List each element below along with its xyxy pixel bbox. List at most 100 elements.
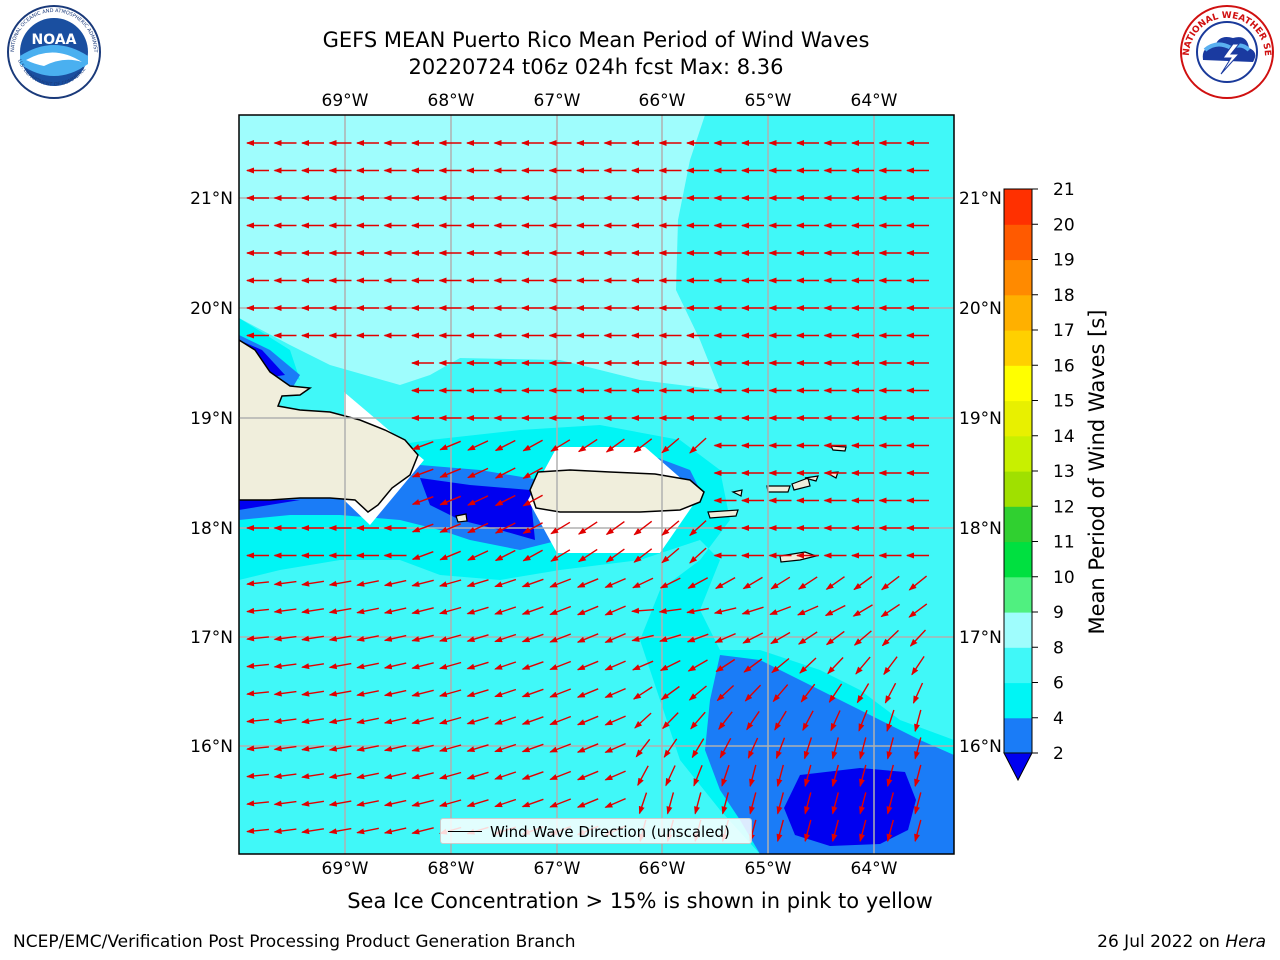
wind-arrow xyxy=(804,819,812,843)
lat-tick: 21°N xyxy=(959,189,1002,209)
wind-arrow xyxy=(776,792,784,815)
wind-arrow xyxy=(438,661,462,670)
wind-arrow xyxy=(884,682,897,704)
wind-arrow xyxy=(494,716,517,725)
wind-arrow xyxy=(438,689,462,697)
wind-arrow xyxy=(637,765,649,787)
wind-arrow xyxy=(301,718,325,725)
wind-arrow xyxy=(328,662,352,670)
wind-arrow xyxy=(771,657,790,674)
wind-arrow xyxy=(769,605,792,616)
wind-arrow xyxy=(356,662,379,670)
wind-arrow xyxy=(466,606,489,615)
wind-arrow xyxy=(273,690,297,697)
wind-arrow xyxy=(604,632,626,644)
wind-arrow xyxy=(273,773,297,779)
wind-arrow xyxy=(663,738,678,758)
colorbar-segment xyxy=(1004,330,1032,366)
wind-arrow xyxy=(494,743,517,753)
colorbar-segment xyxy=(1004,400,1032,437)
wind-arrow xyxy=(439,523,461,533)
wind-arrow xyxy=(522,494,543,507)
wind-arrow xyxy=(494,578,517,588)
wind-arrow xyxy=(273,580,297,587)
colorbar xyxy=(1003,188,1033,782)
credit-host: Hera xyxy=(1225,932,1266,952)
wind-arrow xyxy=(549,715,572,726)
wind-arrow xyxy=(604,715,626,726)
wind-arrow xyxy=(356,827,379,835)
wind-arrow xyxy=(494,467,516,479)
wind-arrow xyxy=(852,604,873,617)
legend-line-sample xyxy=(448,831,482,832)
wind-arrow xyxy=(804,764,812,788)
wind-arrow xyxy=(383,579,407,587)
wind-arrow xyxy=(328,800,352,807)
colorbar-tick-label: 17 xyxy=(1053,321,1075,341)
wind-arrow xyxy=(747,737,759,759)
lon-tick: 68°W xyxy=(428,91,475,111)
colorbar-tick-label: 18 xyxy=(1053,286,1075,306)
wind-arrow xyxy=(439,468,461,478)
lat-tick: 19°N xyxy=(190,409,233,429)
wind-arrow xyxy=(356,635,379,642)
wind-arrow xyxy=(881,629,899,647)
wind-arrow xyxy=(914,792,922,815)
wind-arrow xyxy=(800,683,816,703)
wind-arrow xyxy=(246,662,269,669)
colorbar-segment xyxy=(1004,224,1032,261)
colorbar-segment xyxy=(1004,647,1032,684)
wind-arrow xyxy=(633,548,653,563)
wind-arrow xyxy=(549,798,572,808)
wind-arrow xyxy=(604,660,626,671)
wind-arrow xyxy=(466,579,489,588)
wind-arrow xyxy=(494,798,517,808)
wind-arrow xyxy=(273,828,297,834)
wind-arrow xyxy=(301,828,325,835)
wind-arrow xyxy=(661,437,680,454)
wind-arrow xyxy=(853,575,873,591)
wind-arrow xyxy=(549,770,572,781)
wind-arrow xyxy=(246,800,269,807)
wind-arrow xyxy=(521,633,544,643)
wind-arrow xyxy=(799,657,817,674)
wind-arrow xyxy=(718,711,733,730)
wind-arrow xyxy=(632,686,653,700)
wind-arrow xyxy=(776,819,784,843)
wind-arrow xyxy=(466,689,489,698)
wind-arrow xyxy=(883,656,898,676)
wind-arrow xyxy=(328,717,352,725)
wind-arrow xyxy=(411,827,434,835)
wind-arrow xyxy=(576,578,599,588)
wind-arrow xyxy=(859,792,867,815)
colorbar-label: Mean Period of Wind Waves [s] xyxy=(1085,309,1109,635)
wind-arrow xyxy=(466,799,489,808)
wind-arrow xyxy=(549,688,572,698)
wind-arrow xyxy=(686,633,709,643)
lat-tick: 19°N xyxy=(959,409,1002,429)
wind-arrow xyxy=(411,772,434,780)
wind-arrow xyxy=(908,575,928,591)
wind-arrow xyxy=(549,605,572,616)
wind-arrow xyxy=(576,743,599,753)
colorbar-segment xyxy=(1004,471,1032,507)
wind-arrow xyxy=(828,683,843,703)
colorbar-segment xyxy=(1004,365,1032,402)
wind-arrow xyxy=(494,633,517,643)
wind-arrow xyxy=(383,744,407,752)
wind-arrow xyxy=(577,438,598,453)
wind-arrow xyxy=(911,656,925,676)
wind-arrow xyxy=(301,580,325,587)
wind-arrow xyxy=(439,440,461,451)
wind-arrow xyxy=(632,577,654,589)
wind-arrow xyxy=(914,764,922,788)
wind-arrow xyxy=(494,549,516,562)
lon-tick: 69°W xyxy=(322,859,369,879)
wind-arrow xyxy=(411,496,434,505)
wind-arrow xyxy=(577,521,598,535)
wind-arrow xyxy=(856,683,870,704)
colorbar-segment xyxy=(1004,682,1032,719)
wind-arrow xyxy=(775,737,786,760)
colorbar-segment xyxy=(1004,717,1032,754)
